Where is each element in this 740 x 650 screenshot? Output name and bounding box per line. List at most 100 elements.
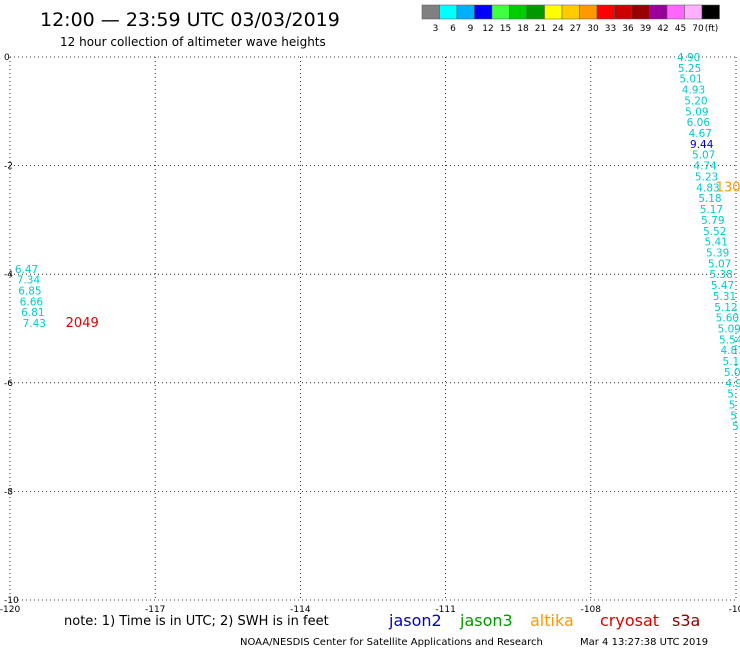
satellite-name: s3a [672,611,700,630]
legend-tick-label: 3 [433,24,439,34]
wave-height-value: 5.09 [685,106,708,118]
legend-swatch [421,4,440,20]
legend-unit-label: (ft) [705,24,719,34]
lat-tick-label: -6 [4,379,13,389]
lat-tick-label: 0 [4,53,10,63]
legend-swatch [526,4,545,20]
wave-height-value: 6.85 [18,285,41,297]
satellite-name: jason2 [388,611,442,630]
wave-height-value: 5 [729,400,736,412]
wave-height-value: 5.18 [698,193,721,205]
color-legend: 3 6 9 12 15 18 21 24 27 30 33 36 39 42 45 70 (ft) [421,4,720,34]
legend-tick-label: 70 [692,24,704,34]
wave-height-value: 6.47 [15,264,38,276]
legend-swatch [544,4,563,20]
wave-height-value: 5.39 [706,247,729,259]
map-grid [9,56,737,601]
lon-tick-label: -111 [435,605,455,615]
wave-height-value: 7.34 [17,275,41,287]
legend-tick-label: 36 [622,24,634,34]
legend-swatch [649,4,668,20]
map-title: 12:00 — 23:59 UTC 03/03/2019 [40,9,340,31]
lon-tick-label: -114 [290,605,311,615]
legend-swatch [491,4,510,20]
wave-height-value: 5.01 [679,74,702,86]
wave-height-value: 5.0 [724,367,740,379]
legend-swatch [701,4,720,20]
legend-tick-label: 27 [570,24,581,34]
wave-height-value: 5.41 [705,237,728,249]
legend-swatch [456,4,475,20]
map-subtitle: 12 hour collection of altimeter wave hei… [60,35,326,49]
wave-height-value: 5.07 [692,150,715,162]
legend-swatch [596,4,615,20]
footer-note: note: 1) Time is in UTC; 2) SWH is in fe… [64,614,329,629]
lat-tick-label: -10 [4,596,19,606]
wave-height-value: 6.81 [21,307,44,319]
wave-height-value: 5.23 [695,171,718,183]
legend-tick-label: 39 [640,24,652,34]
lon-tick-label: -120 [0,605,20,615]
wave-height-value: 5.54 [719,334,740,346]
wave-height-value: 5.31 [713,291,736,303]
lon-tick-label: -108 [581,605,602,615]
legend-tick-label: 12 [482,24,493,34]
legend-tick-label: 42 [657,24,668,34]
wave-height-value: 5.79 [701,215,724,227]
lat-tick-label: -2 [4,162,13,172]
lat-tick-label: -8 [4,487,13,497]
legend-swatch [666,4,685,20]
footer-timestamp: Mar 4 13:27:38 UTC 2019 [580,637,708,648]
wave-height-value: 5.09 [718,324,740,336]
wave-height-value: 4.83 [696,182,719,194]
wave-height-value: 4.90 [677,52,700,64]
legend-swatch [579,4,598,20]
legend-tick-label: 30 [587,24,599,34]
legend-swatch [614,4,633,20]
legend-swatch [474,4,493,20]
wave-height-value: 6.06 [687,117,711,129]
wave-height-value: 4.87 [721,345,740,357]
legend-tick-label: 33 [605,24,616,34]
wave-height-value: 5.12 [714,302,737,314]
legend-swatch [439,4,458,20]
wave-height-value: 4.9 [725,378,740,390]
legend-swatch [684,4,703,20]
lon-tick-label: -117 [145,605,165,615]
legend-swatch [561,4,580,20]
wave-height-value: 5.60 [716,313,739,325]
wave-height-value: 4.67 [689,128,712,140]
wave-height-value: 7.43 [23,318,46,330]
legend-tick-label: 45 [675,24,686,34]
legend-tick-label: 6 [450,24,456,34]
wave-height-value: 4.74 [693,161,717,173]
pass-time-label: 2049 [66,316,99,331]
legend-tick-label: 21 [535,24,546,34]
wave-height-value: 5.17 [700,204,723,216]
lon-tick-label: -10 [729,605,740,615]
wave-height-value: 5.07 [708,258,731,270]
wave-height-value: 6.66 [20,296,44,308]
pass-time-label: 130 [716,180,740,195]
legend-tick-label: 18 [517,24,529,34]
wave-height-value: 5.25 [678,63,701,75]
lat-tick-label: -4 [4,270,13,280]
satellite-name: altika [530,611,574,630]
satellite-name: cryosat [600,611,659,630]
legend-swatch [509,4,528,20]
legend-tick-label: 15 [500,24,511,34]
wave-height-value: 5 [732,421,739,433]
satellite-name: jason3 [459,611,513,630]
wave-height-value: 5.38 [709,269,732,281]
altimeter-tracks: 4.905.255.014.935.205.096.064.679.445.07… [15,52,740,433]
wave-height-value: 5.47 [711,280,734,292]
wave-height-value: 5. [727,389,737,401]
wave-height-value: 9.44 [690,139,714,151]
legend-tick-label: 9 [468,24,474,34]
wave-height-value: 4.93 [682,85,705,97]
legend-swatch [631,4,650,20]
wave-height-value: 5.52 [703,226,726,238]
footer-credit: NOAA/NESDIS Center for Satellite Applica… [240,637,543,648]
wave-height-value: 5.20 [684,95,707,107]
